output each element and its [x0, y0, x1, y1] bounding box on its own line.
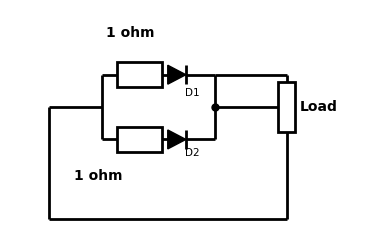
Polygon shape	[168, 130, 186, 149]
Text: Load: Load	[300, 100, 337, 114]
Text: D1: D1	[185, 88, 199, 98]
Polygon shape	[168, 65, 186, 84]
Text: 1 ohm: 1 ohm	[74, 169, 122, 183]
FancyBboxPatch shape	[117, 62, 162, 87]
Text: D2: D2	[185, 148, 199, 158]
FancyBboxPatch shape	[117, 127, 162, 152]
Text: 1 ohm: 1 ohm	[106, 26, 154, 40]
FancyBboxPatch shape	[278, 82, 295, 132]
